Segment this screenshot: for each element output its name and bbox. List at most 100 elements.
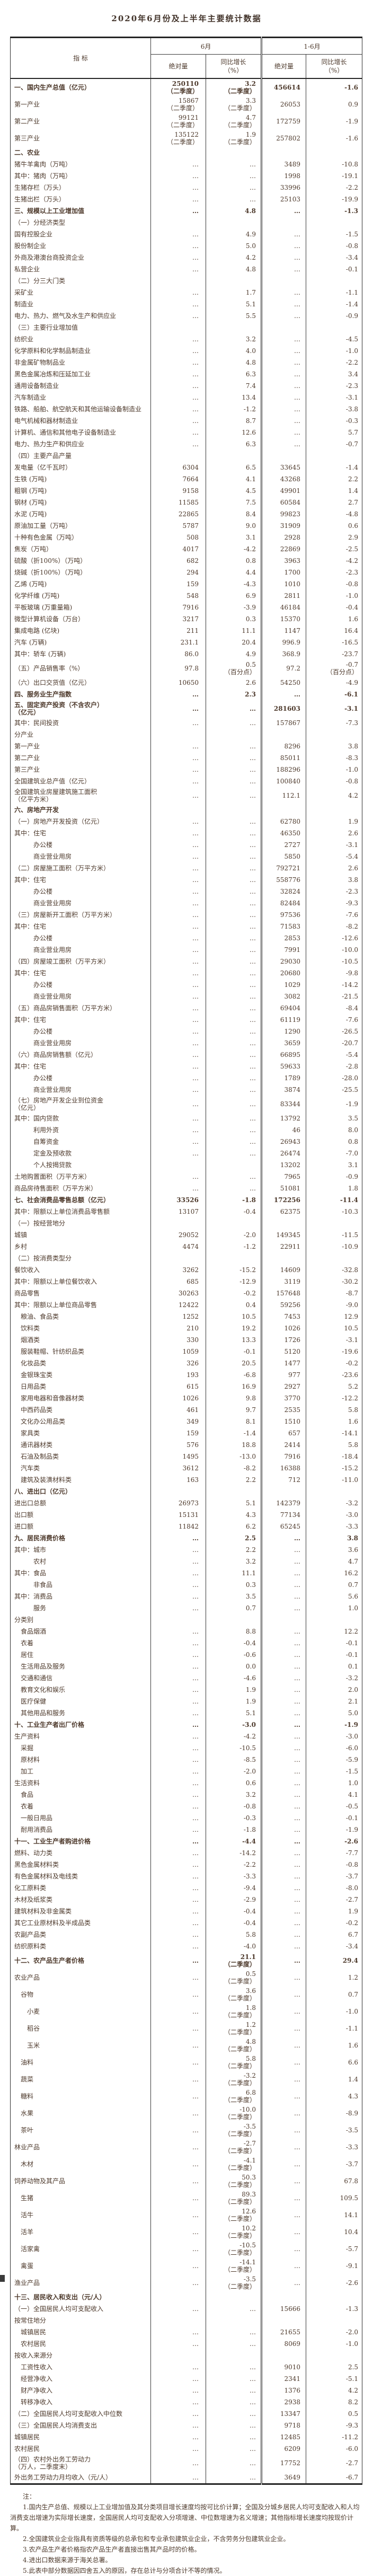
h1-absolute-cell: … [261, 1556, 306, 1567]
h1-absolute-cell: … [261, 1789, 306, 1801]
table-row: 文化办公用品类 349 8.1 1510 1.6 [11, 1416, 362, 1427]
table-row: 商品房待售面积（万平方米）…… 51081 1.8 [11, 1183, 362, 1194]
h1-growth-cell: -3.3 [306, 1521, 362, 1532]
indicator-label: 原材料 [21, 1756, 40, 1763]
june-absolute-cell: … [150, 380, 206, 392]
h1-growth-cell: 5.8 [306, 1439, 362, 1451]
june-absolute-cell: … [150, 2139, 206, 2156]
table-row: 进出口总额 26973 5.1 142379 -3.2 [11, 1497, 362, 1509]
h1-absolute-cell: 2811 [261, 590, 306, 602]
june-absolute-cell: … [150, 1602, 206, 1614]
june-growth-cell: 9.8 [205, 1392, 262, 1404]
indicator-label: 饮料类 [21, 1325, 40, 1332]
indicator-label: 水果 [21, 2110, 34, 2117]
h1-absolute-cell: … [261, 1929, 306, 1940]
june-absolute-cell: 1495 [150, 1451, 206, 1462]
table-row: 第一产业…… 8296 3.8 [11, 740, 362, 752]
h1-growth-cell: 10.5 [306, 1322, 362, 1334]
h1-absolute-cell: … [261, 2003, 306, 2020]
h1-absolute-cell [261, 2315, 306, 2326]
h1-growth-cell: -1.0 [306, 764, 362, 775]
h1-growth-cell: -2.7 [306, 1894, 362, 1905]
table-row: （三）全国居民人均消费支出…… 9718 -9.3 [11, 2420, 362, 2431]
table-row: 其他用品和服务… 5.1… 5.0 [11, 1707, 362, 1719]
table-row: 猪牛羊禽肉（万吨）…… 3489 -10.8 [11, 158, 362, 170]
june-growth-cell: 7.4 [205, 380, 262, 392]
table-row: （二）全国居民人均可支配收入中位数…… 13347 0.5 [11, 2408, 362, 2420]
indicator-label: 服务 [33, 1604, 47, 1612]
june-absolute-cell: 13107 [150, 1206, 206, 1218]
june-growth-cell: 1.2 （二季度） [205, 2020, 262, 2037]
june-growth-cell: -0.3 [205, 1812, 262, 1824]
table-row: 其中：城市… 2.2… 3.6 [11, 1544, 362, 1556]
june-absolute-cell: 135122 （二季度） [150, 130, 206, 147]
h1-absolute-cell: … [261, 1836, 306, 1847]
indicator-label: 其中：住宅 [14, 1063, 47, 1070]
table-row: 耐用消费品… -1.8… -1.9 [11, 1824, 362, 1836]
h1-absolute-cell: 3082 [261, 991, 306, 1002]
june-growth-cell [205, 1159, 262, 1171]
june-absolute-cell [150, 322, 206, 333]
indicator-label: 农副产品类 [14, 1931, 47, 1938]
table-row: 钢材 (万吨) 11585 7.5 60584 2.7 [11, 497, 362, 508]
indicator-label: 黑色金属材料类 [14, 1861, 59, 1868]
june-growth-cell: -2.2 [205, 1859, 262, 1871]
indicator-label: 二、农业 [14, 149, 40, 156]
table-row: 转移净收入…… 2938 8.2 [11, 2396, 362, 2408]
h1-growth-cell: 2.7 [306, 497, 362, 508]
h1-absolute-cell: … [261, 2240, 306, 2257]
table-row: 微型计算机设备（万台） 3217 0.3 15370 1.6 [11, 613, 362, 625]
h1-growth-cell: -12.6 [306, 932, 362, 944]
indicator-label: 汽车 (万辆) [14, 639, 47, 646]
table-row: 化学纤维 (万吨) 548 6.9 2811 -1.0 [11, 590, 362, 602]
table-row: 平板玻璃 (万重量箱) 7916 -3.9 46184 -0.4 [11, 602, 362, 613]
h1-absolute-cell: 281603 [261, 700, 306, 717]
h1-growth-cell: -1.9 [306, 113, 362, 130]
june-absolute-cell: … [150, 1812, 206, 1824]
indicator-label: 汽车类 [21, 1465, 40, 1472]
june-absolute-cell: 4017 [150, 543, 206, 555]
table-row: 其中：国内贷款…… 13792 3.5 [11, 1113, 362, 1124]
indicator-label: 计算机、通信和其他电子设备制造业 [14, 429, 117, 436]
june-absolute-cell: … [150, 752, 206, 764]
h1-growth-cell [306, 1614, 362, 1626]
june-growth-cell: 4.9 [205, 228, 262, 240]
indicator-label: 农业产品 [14, 1974, 40, 1981]
table-row: 私营企业… 4.8… -0.1 [11, 263, 362, 275]
h1-growth-cell: 4.1 [306, 1789, 362, 1801]
june-growth-cell: 5.8 （二季度） [205, 2054, 262, 2071]
h1-absolute-cell: … [261, 2054, 306, 2071]
june-growth-cell: 6.2 [205, 1521, 262, 1532]
indicator-label: 糖料 [21, 2093, 34, 2100]
h1-growth-cell: 5.7 [306, 427, 362, 438]
june-growth-cell: … [205, 2326, 262, 2338]
indicator-label: 通讯器材类 [21, 1441, 53, 1449]
indicator-label: 分类别 [14, 1616, 34, 1624]
june-absolute-cell: 26973 [150, 1497, 206, 1509]
indicator-label: 禽蛋 [21, 2262, 34, 2270]
june-growth-cell: … [205, 839, 262, 851]
table-row: 生活用品及服务… 0.0… 0.1 [11, 1661, 362, 1672]
h1-growth-cell: -3.1 [306, 700, 362, 717]
june-growth-cell: 6.3 [205, 438, 262, 450]
june-absolute-cell: 11585 [150, 497, 206, 508]
june-absolute-cell: … [150, 1766, 206, 1777]
table-row: 油料… 5.8 （二季度）… 6.6 [11, 2054, 362, 2071]
june-growth-cell: … [205, 2408, 262, 2420]
june-absolute-cell: … [150, 310, 206, 322]
h1-absolute-cell: 2927 [261, 1381, 306, 1392]
table-row: 原油加工量（万吨） 5787 9.0 31909 0.6 [11, 520, 362, 532]
june-absolute-cell: … [150, 2420, 206, 2431]
h1-growth-cell: -11.5 [306, 1229, 362, 1241]
h1-growth-cell: 0.9 [306, 96, 362, 113]
h1-absolute-cell: 33645 [261, 462, 306, 473]
table-row: 工资性收入…… 9010 2.5 [11, 2361, 362, 2373]
june-growth-cell: -1.8 [205, 1194, 262, 1206]
table-row: 财产净收入…… 1376 4.2 [11, 2385, 362, 2396]
june-growth-cell: -12.9 [205, 1276, 262, 1287]
june-growth-cell: … [205, 1084, 262, 1096]
june-absolute-cell: … [150, 1556, 206, 1567]
june-growth-cell [205, 450, 262, 462]
june-absolute-cell: … [150, 1777, 206, 1789]
table-row: 分产业 [11, 729, 362, 740]
